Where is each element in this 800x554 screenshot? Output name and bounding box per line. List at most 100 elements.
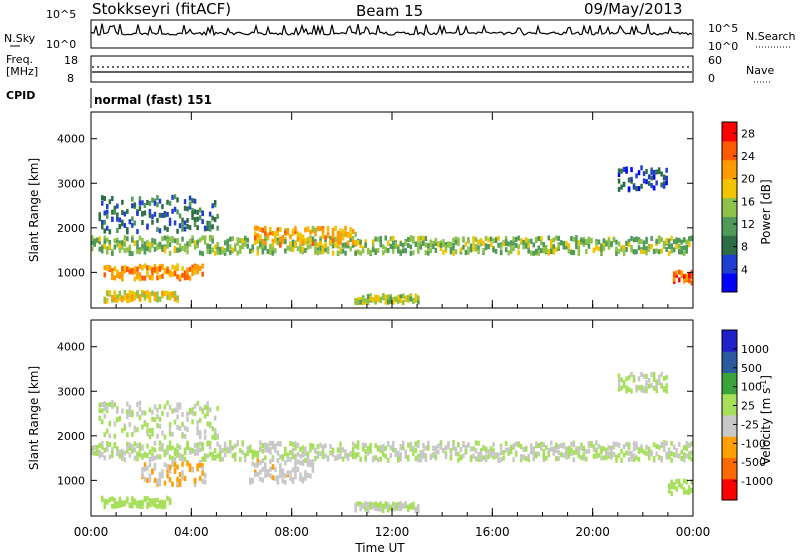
echo-cell-band-5 bbox=[354, 502, 357, 508]
echo-cell-band-5 bbox=[364, 501, 367, 507]
y-tick-label: 4000 bbox=[57, 341, 85, 354]
echo-cell-band-1 bbox=[183, 199, 187, 205]
echo-cell-band-2 bbox=[156, 266, 159, 272]
echo-cell-band-0 bbox=[241, 244, 244, 250]
echo-cell-band-1 bbox=[146, 428, 149, 434]
echo-cell-band-1 bbox=[156, 226, 159, 232]
echo-cell-band-1 bbox=[186, 426, 189, 432]
echo-cell-band-0 bbox=[432, 240, 435, 246]
echo-cell-band-0 bbox=[111, 447, 114, 452]
echo-cell-band-1 bbox=[176, 402, 179, 408]
echo-cell-band-0 bbox=[645, 236, 648, 242]
echo-cell-band-1 bbox=[201, 409, 204, 415]
echo-cell-band-6 bbox=[630, 167, 633, 173]
echo-cell-band-1 bbox=[166, 412, 169, 417]
echo-cell-band-0 bbox=[402, 445, 405, 451]
echo-cell-band-0 bbox=[527, 453, 530, 459]
echo-cell-band-0 bbox=[364, 242, 367, 248]
echo-cell-band-0 bbox=[256, 247, 259, 252]
echo-cell-band-4 bbox=[316, 226, 320, 232]
echo-cell-band-1 bbox=[121, 428, 124, 434]
echo-cell-band-1 bbox=[153, 417, 157, 423]
echo-cell-band-0 bbox=[464, 241, 468, 247]
echo-cell-band-1 bbox=[133, 202, 137, 208]
echo-cell-band-6 bbox=[617, 168, 621, 174]
echo-cell-band-0 bbox=[121, 240, 124, 246]
echo-cell-band-6 bbox=[632, 375, 636, 380]
echo-cell-band-0 bbox=[422, 442, 425, 448]
echo-cell-band-0 bbox=[615, 454, 618, 460]
echo-cell-band-5 bbox=[364, 298, 367, 304]
echo-cell-band-0 bbox=[256, 455, 259, 461]
echo-cell-band-1 bbox=[101, 219, 104, 225]
echo-cell-band-5 bbox=[412, 504, 415, 510]
echo-cell-band-0 bbox=[630, 244, 633, 250]
echo-cell-band-0 bbox=[617, 453, 621, 459]
echo-cell-band-0 bbox=[600, 455, 603, 461]
echo-cell-band-0 bbox=[376, 446, 380, 452]
echo-cell-band-0 bbox=[457, 237, 460, 243]
echo-cell-band-0 bbox=[580, 442, 583, 448]
echo-cell-band-0 bbox=[462, 244, 465, 250]
echo-cell-band-1 bbox=[171, 208, 174, 214]
echo-cell-band-1 bbox=[101, 419, 104, 425]
echo-cell-band-4 bbox=[316, 242, 320, 248]
echo-cell-band-0 bbox=[178, 455, 182, 461]
echo-cell-band-3 bbox=[128, 290, 132, 296]
echo-cell-band-4 bbox=[346, 240, 350, 246]
echo-cell-band-1 bbox=[173, 194, 177, 200]
echo-cell-band-1 bbox=[106, 402, 109, 408]
echo-cell-band-5 bbox=[382, 503, 385, 509]
echo-cell-band-1 bbox=[136, 427, 139, 433]
echo-cell-band-0 bbox=[121, 448, 124, 454]
velocity-colorbar-label: Velocity [m s-1] bbox=[759, 375, 773, 465]
echo-cell-band-0 bbox=[241, 238, 244, 243]
echo-cell-band-3 bbox=[113, 497, 117, 503]
echo-cell-band-0 bbox=[218, 246, 222, 252]
echo-cell-band-0 bbox=[507, 447, 510, 453]
echo-cell-band-0 bbox=[392, 447, 395, 453]
echo-cell-band-1 bbox=[111, 399, 114, 405]
echo-cell-band-1 bbox=[158, 212, 162, 218]
echo-cell-band-0 bbox=[146, 246, 149, 252]
echo-cell-band-0 bbox=[226, 246, 229, 252]
echo-cell-band-0 bbox=[557, 243, 560, 249]
echo-cell-band-0 bbox=[269, 246, 272, 252]
echo-cell-band-6 bbox=[650, 169, 653, 175]
echo-cell-band-7 bbox=[670, 491, 673, 497]
beam-title: Beam 15 bbox=[356, 2, 423, 20]
echo-cell-band-0 bbox=[196, 243, 199, 249]
echo-cell-band-0 bbox=[203, 456, 207, 462]
echo-cell-band-1 bbox=[141, 220, 144, 225]
echo-cell-band-0 bbox=[615, 457, 618, 463]
echo-cell-band-0 bbox=[667, 250, 671, 256]
echo-cell-band-6 bbox=[645, 169, 648, 174]
echo-cell-band-1 bbox=[101, 195, 104, 201]
echo-cell-band-4 bbox=[351, 228, 355, 234]
echo-cell-band-5 bbox=[366, 300, 370, 306]
echo-cell-band-0 bbox=[432, 453, 435, 459]
echo-cell-band-0 bbox=[512, 457, 515, 463]
echo-cell-band-0 bbox=[492, 442, 495, 448]
echo-cell-band-5 bbox=[359, 297, 362, 302]
velocity-colorbar-label-sup: -1 bbox=[759, 380, 768, 388]
echo-cell-band-2 bbox=[183, 275, 187, 281]
echo-cell-band-0 bbox=[499, 457, 503, 463]
echo-cell-band-0 bbox=[91, 445, 94, 451]
echo-cell-band-0 bbox=[417, 457, 420, 463]
echo-cell-band-5 bbox=[412, 298, 415, 304]
echo-cell-band-1 bbox=[136, 411, 139, 417]
echo-cell-band-4 bbox=[249, 479, 252, 485]
echo-cell-band-1 bbox=[198, 417, 202, 423]
echo-cell-band-0 bbox=[106, 445, 109, 451]
echo-cell-band-0 bbox=[635, 444, 638, 450]
echo-cell-band-0 bbox=[517, 442, 520, 448]
echo-cell-band-1 bbox=[106, 209, 109, 215]
echo-cell-band-7 bbox=[688, 489, 691, 495]
echo-cell-band-2 bbox=[196, 269, 199, 275]
echo-cell-band-5 bbox=[417, 508, 420, 514]
echo-cell-band-6 bbox=[647, 181, 651, 186]
echo-cell-band-0 bbox=[479, 238, 483, 244]
echo-cell-band-4 bbox=[309, 462, 312, 468]
echo-cell-band-1 bbox=[166, 199, 169, 205]
